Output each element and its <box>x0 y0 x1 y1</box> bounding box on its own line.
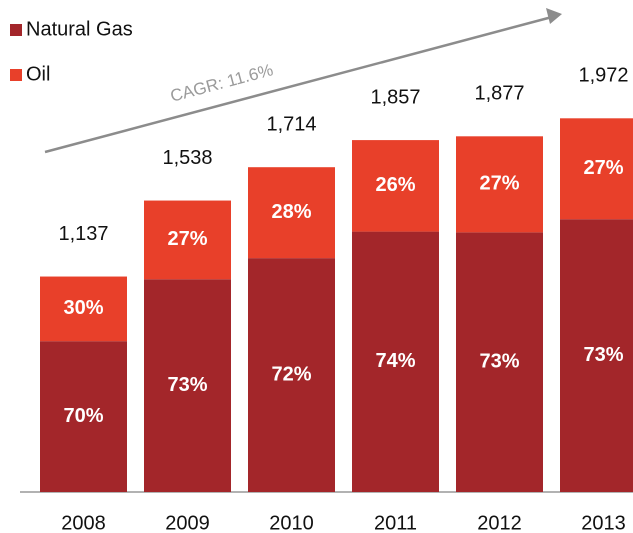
x-tick-label: 2010 <box>269 512 314 533</box>
total-label: 1,538 <box>162 147 212 169</box>
bar-segment <box>560 118 633 220</box>
total-label: 1,972 <box>578 65 628 87</box>
x-tick-label: 2008 <box>61 512 106 533</box>
cagr-arrowhead <box>546 8 562 24</box>
bar-segment <box>144 200 231 280</box>
bar-segment <box>40 276 127 342</box>
bar-segment <box>456 232 543 492</box>
legend-label: Natural Gas <box>26 18 133 40</box>
segment-label: 30% <box>63 297 103 319</box>
bar-segment <box>560 219 633 493</box>
segment-label: 73% <box>479 350 519 372</box>
bar-segment <box>40 341 127 492</box>
bar-segment <box>456 136 543 233</box>
bar-segment <box>248 167 335 259</box>
segment-label: 73% <box>583 344 623 366</box>
segment-label: 27% <box>583 157 623 179</box>
x-tick-label: 2009 <box>165 512 210 533</box>
segment-label: 27% <box>167 228 207 250</box>
x-tick-label: 2012 <box>477 512 522 533</box>
x-tick-label: 2013 <box>581 512 626 533</box>
cagr-arrow <box>44 15 553 154</box>
total-label: 1,877 <box>474 83 524 105</box>
legend-swatch <box>10 24 22 36</box>
segment-label: 72% <box>271 363 311 385</box>
legend-swatch <box>10 69 22 81</box>
segment-label: 28% <box>271 201 311 223</box>
segment-label: 70% <box>63 405 103 427</box>
total-label: 1,857 <box>370 86 420 108</box>
segment-label: 26% <box>375 174 415 196</box>
cagr-label: CAGR: 11.6% <box>168 60 275 105</box>
segment-label: 74% <box>375 350 415 372</box>
bar-segment <box>248 258 335 492</box>
total-label: 1,714 <box>266 113 316 135</box>
segment-label: 73% <box>167 374 207 396</box>
bar-segment <box>352 231 439 492</box>
legend-label: Oil <box>26 63 50 85</box>
total-label: 1,137 <box>58 223 108 245</box>
x-tick-label: 2011 <box>374 512 417 533</box>
bar-segment <box>144 279 231 492</box>
bar-segment <box>352 140 439 232</box>
segment-label: 27% <box>479 173 519 195</box>
